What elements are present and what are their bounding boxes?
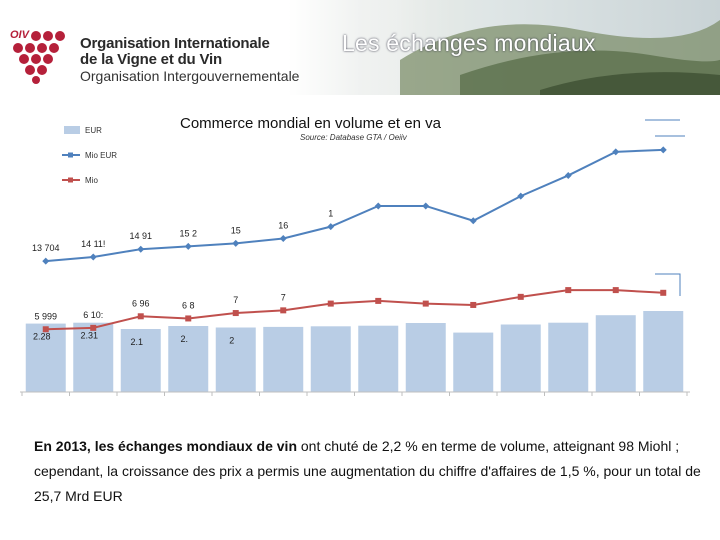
legend-label: Mio [85,176,98,185]
bar-2008 [405,323,446,392]
point-2002 [137,245,145,253]
data-label: 2. [180,334,188,344]
bar-2002 [120,329,161,392]
data-label: 2 [229,336,234,346]
data-labels: 13 704 14 11! 14 91 15 2 15 16 1 5 999 6 10: 6 96… [32,209,333,347]
data-label: 5 999 [34,311,57,321]
point-2009 [470,301,477,308]
data-label: 14 91 [129,231,152,241]
chart-subtitle: Source: Database GTA / Oeiiv [300,133,408,142]
point-2010 [517,192,525,200]
org-line-1: Organisation Internationale [80,35,270,52]
point-2003 [184,242,192,250]
point-2006 [327,300,334,307]
point-2005 [280,307,287,314]
bar-2007 [358,325,399,392]
data-label: 2.28 [33,332,51,342]
point-2008 [422,202,430,210]
org-line-3: Organisation Intergouvernementale [80,68,300,84]
trade-chart: Commerce mondial en volume et en va Sour… [14,102,706,408]
legend-label: Mio EUR [85,151,117,160]
data-label: 6 8 [182,300,195,310]
header-banner: OIV Organisation Internationale de la Vi… [0,0,720,95]
data-label: 15 2 [179,228,197,238]
bar-2003 [168,326,209,392]
point-2004 [232,239,240,247]
data-label: 6 10: [83,310,103,320]
point-2011 [564,171,572,179]
point-2000 [42,257,50,265]
data-label: 7 [233,295,238,305]
summary-paragraph: En 2013, les échanges mondiaux de vin on… [34,434,704,509]
logo-text: OIV [10,29,31,41]
data-label: 2.1 [130,337,143,347]
point-2007 [375,297,382,304]
bar-2009 [453,332,494,392]
org-line-2: de la Vigne et du Vin [80,51,222,68]
point-2013 [659,146,667,154]
axis-bracket-decor [655,273,681,296]
bar-2010 [500,324,541,392]
data-label: 13 704 [32,243,60,253]
legend-marker [68,152,73,158]
x-axis-ticks [21,392,688,396]
line-mio [45,289,664,331]
point-2005 [279,234,287,242]
bar-2013 [643,311,684,392]
point-2002 [137,313,144,320]
point-2001 [90,324,97,331]
line-series [42,146,667,333]
legend-label: EUR [85,126,102,135]
point-2000 [42,326,49,333]
data-label: 16 [278,220,288,230]
bar-2000 [25,323,66,392]
point-2012 [612,287,619,294]
summary-text: ont chuté de 2,2 % en terme de volume, a… [34,438,701,504]
point-2004 [232,310,239,317]
legend-swatch [64,126,80,134]
vineyard-hills-image [360,0,720,95]
summary-bold: En 2013, les échanges mondiaux de vin [34,438,297,454]
bar-2001 [73,322,114,392]
slide-title: Les échanges mondiaux [342,30,596,56]
point-2006 [327,223,335,231]
line-mio-eur [45,148,664,263]
data-label: 2.31 [80,331,98,341]
bar-2012 [595,315,636,392]
data-label: 15 [231,225,241,235]
point-2012 [612,148,620,156]
data-label: 7 [281,292,286,302]
point-2007 [374,202,382,210]
data-label: 1 [328,209,333,219]
point-2001 [89,253,97,261]
organisation-name: Organisation Internationale de la Vigne … [80,36,299,85]
point-2003 [185,315,192,322]
oiv-logo: OIV [10,29,65,84]
bar-2011 [548,322,589,392]
bar-2004 [215,327,256,392]
legend-marker [68,177,73,183]
bar-series [25,311,684,392]
point-2010 [517,293,524,300]
chart-legend: EUR Mio EUR Mio [62,126,117,185]
data-label: 6 96 [132,298,150,308]
point-2009 [469,217,477,225]
chart-title: Commerce mondial en volume et en va [180,115,442,132]
point-2008 [422,300,429,307]
point-2011 [565,287,572,294]
bar-2006 [310,326,351,392]
bar-2005 [263,326,304,392]
point-2013 [660,289,667,296]
data-label: 14 11! [81,239,105,249]
